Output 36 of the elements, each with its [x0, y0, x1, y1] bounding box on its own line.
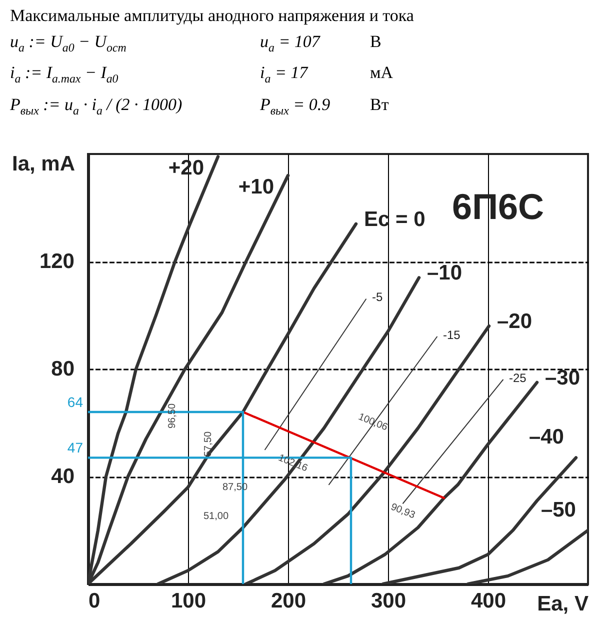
- series-label: -15: [443, 328, 461, 342]
- series-label: –40: [528, 426, 564, 449]
- data-label: 64: [67, 394, 84, 410]
- y-tick-label: 120: [39, 250, 74, 273]
- text: P$_{вых}$ := u$_{a}$ · i$_{a}$ / (2 · 1000): [10, 94, 184, 118]
- x-axis-title: Ea, V: [537, 592, 588, 616]
- x-tick-label: 200: [270, 590, 306, 612]
- text: Вт: [370, 94, 390, 116]
- series-label: -25: [509, 370, 527, 385]
- text: В: [370, 32, 382, 53]
- series-label: –30: [545, 366, 580, 390]
- y-tick-label: 80: [51, 358, 74, 380]
- text: i$_{a}$ := I$_{a.max}$ − I$_{a0}$: [10, 63, 120, 87]
- annotation: 102,16: [276, 452, 310, 474]
- annotation: 96,50: [167, 403, 178, 429]
- series-label: –20: [497, 310, 532, 333]
- x-tick-label: 100: [170, 590, 206, 612]
- series-label: –50: [540, 498, 576, 522]
- y-tick-label: 40: [51, 465, 74, 488]
- x-tick-label: 300: [370, 590, 406, 612]
- x-tick-label: 0: [88, 590, 100, 612]
- text: u$_{a}$ := U$_{a0}$ − U$_{ост}$: [10, 32, 128, 56]
- series-label: –10: [427, 262, 462, 285]
- annotation: 90,93: [389, 502, 417, 522]
- text: u$_{a}$ = 107: [260, 32, 322, 56]
- chart-title: Максимальные амплитуды анодного напряжения и тока: [10, 6, 415, 26]
- data-label: 47: [67, 440, 84, 456]
- text: i$_{a}$ = 17: [260, 63, 310, 87]
- annotation: 100,06: [356, 412, 390, 434]
- series-label: +10: [238, 176, 274, 198]
- series-label: -5: [372, 290, 383, 304]
- y-axis-title: Ia, mA: [12, 152, 76, 176]
- text: P$_{вых}$ = 0.9: [260, 94, 332, 118]
- x-tick-label: 400: [470, 590, 506, 612]
- text: мА: [370, 63, 394, 84]
- annotation: 51,00: [203, 511, 229, 522]
